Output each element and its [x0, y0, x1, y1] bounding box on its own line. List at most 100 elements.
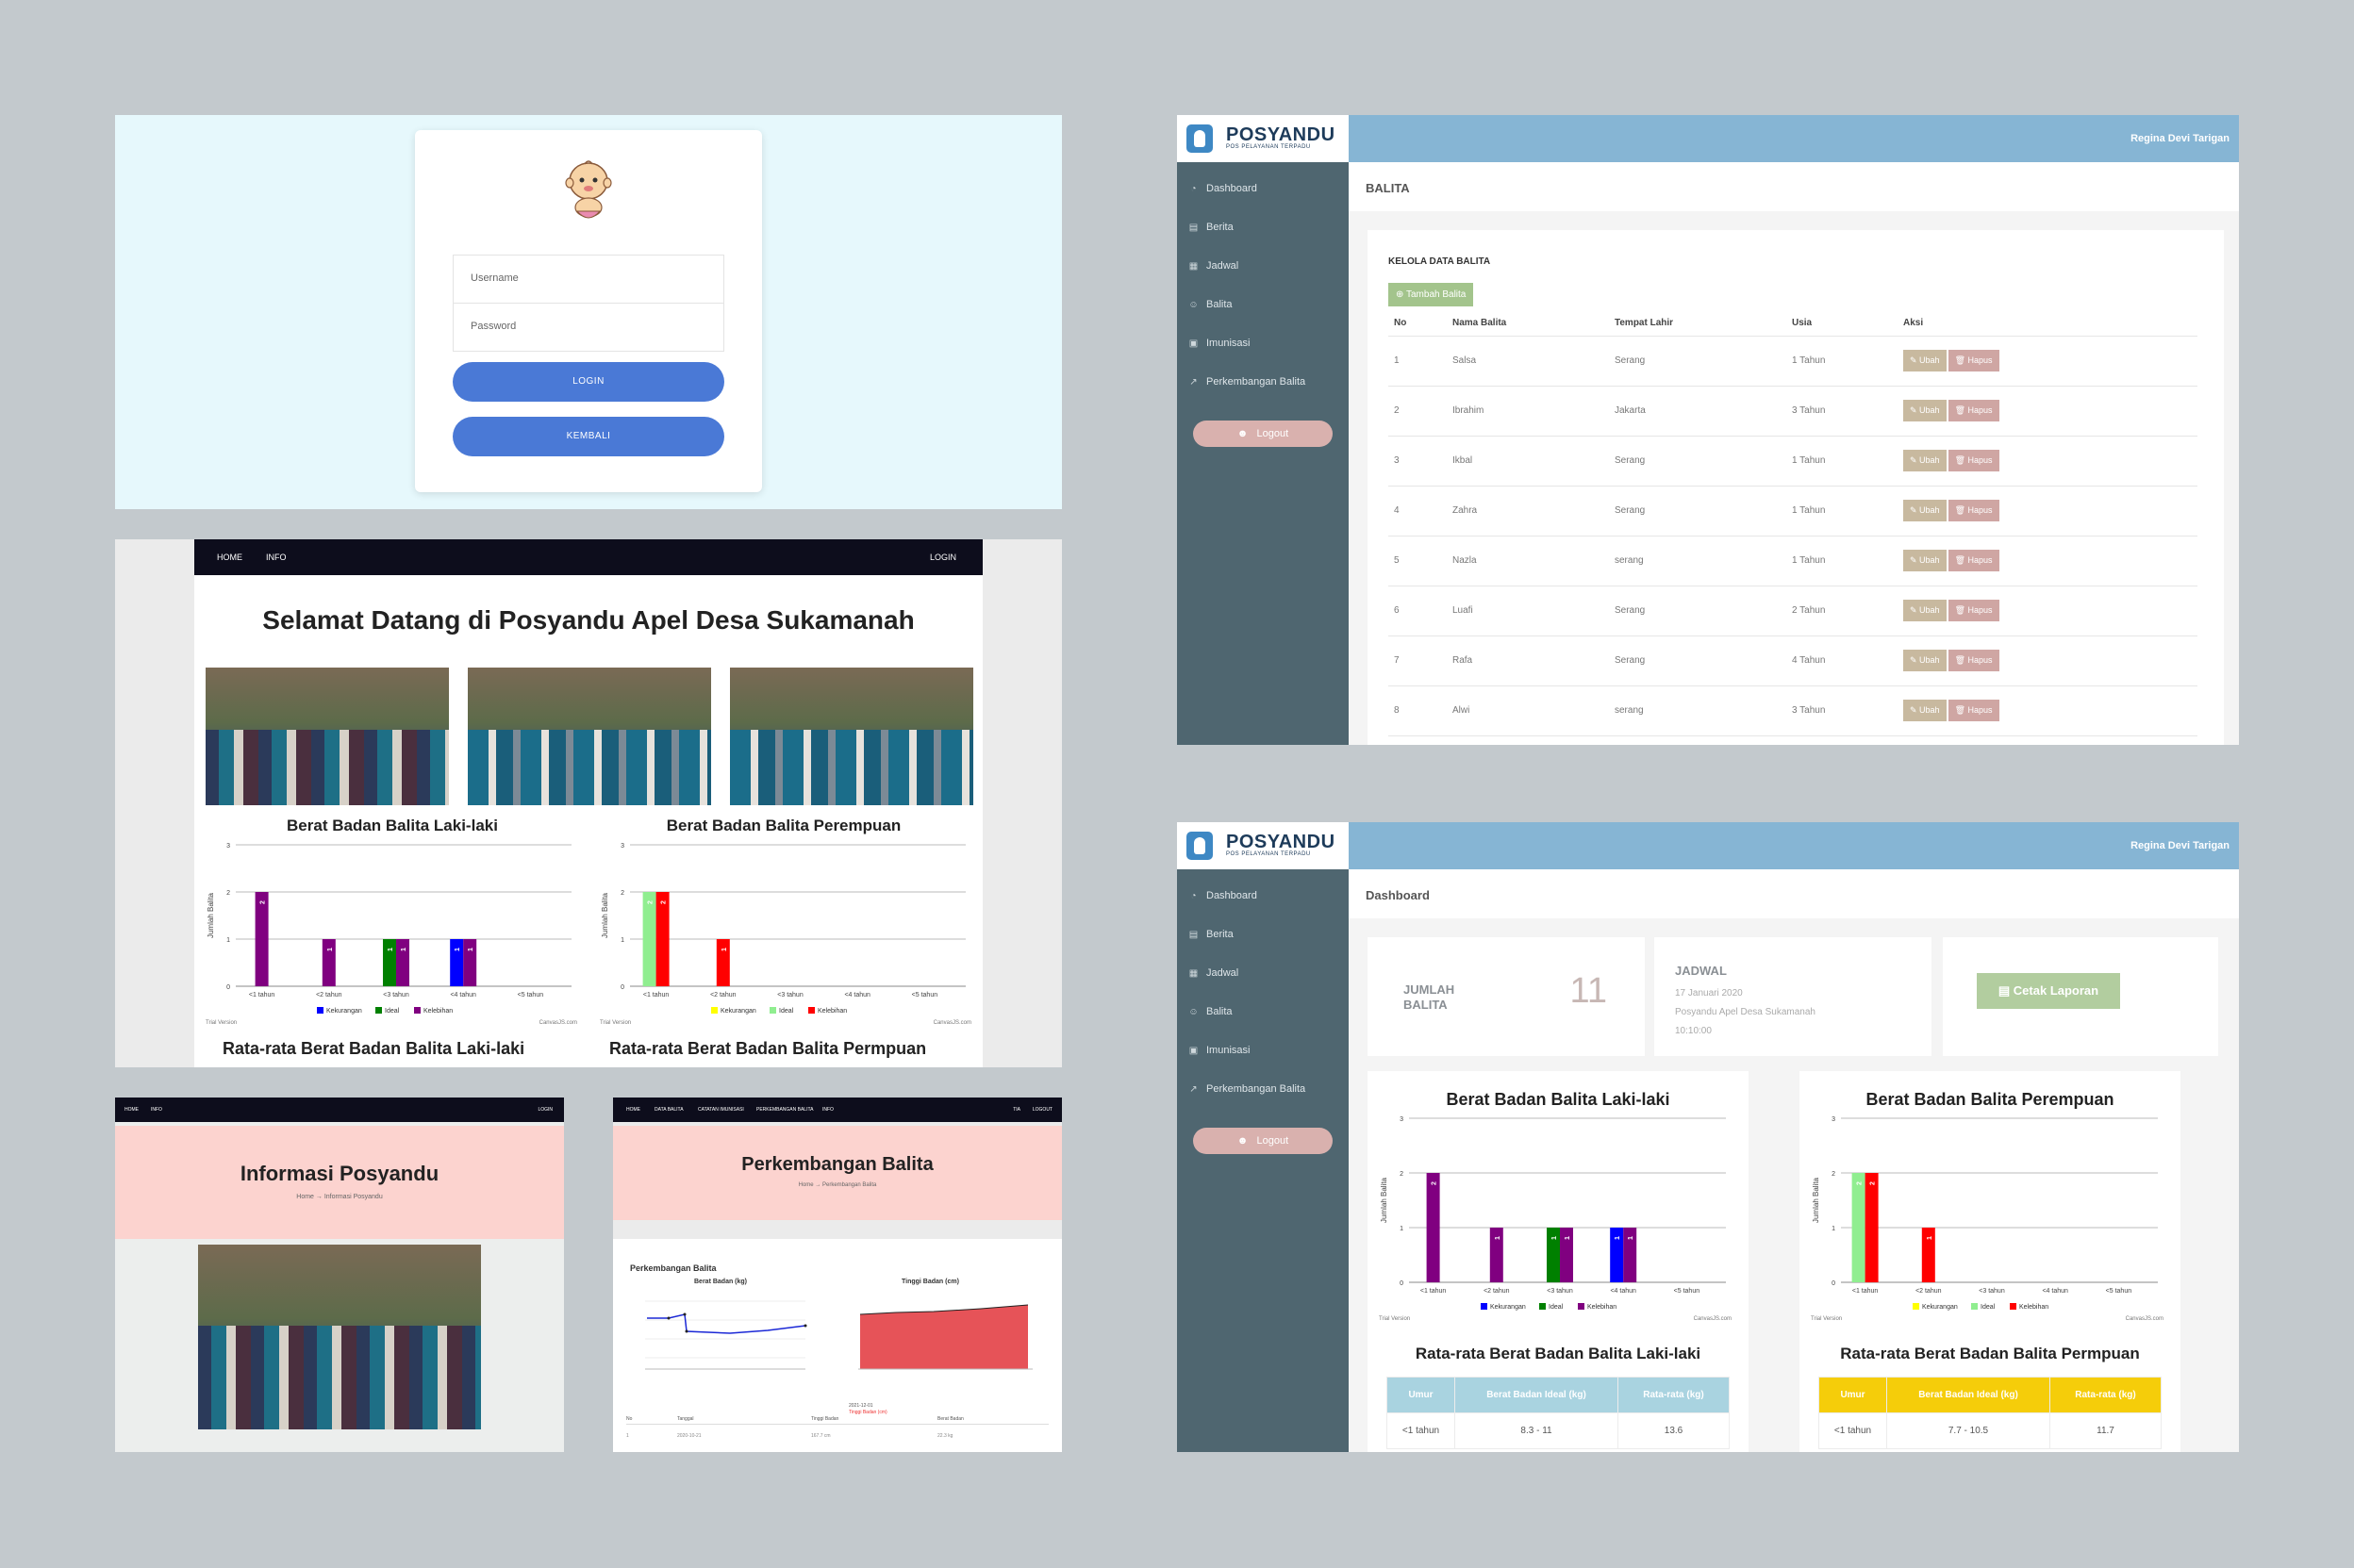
bar[interactable]	[255, 892, 269, 986]
user-name[interactable]: Regina Devi Tarigan	[2130, 133, 2230, 144]
nav-home[interactable]: HOME	[217, 553, 242, 562]
add-balita-button[interactable]: ⊕ Tambah Balita	[1388, 283, 1474, 306]
sidebar-item-perkembangan[interactable]: ↗ Perkembangan Balita	[1189, 1083, 1306, 1095]
legend-label[interactable]: Kekurangan	[1922, 1304, 1958, 1311]
col-tempat: Tempat Lahir	[1609, 311, 1786, 337]
nav-home[interactable]: HOME	[124, 1107, 139, 1113]
bar[interactable]	[1560, 1228, 1573, 1282]
edit-button[interactable]: ✎ Ubah	[1903, 400, 1947, 421]
brand-subtitle: POS PELAYANAN TERPADU	[1226, 144, 1311, 150]
table-row: 4 Zahra Serang 1 Tahun ✎ Ubah 🗑 Hapus	[1388, 486, 2197, 536]
legend-label[interactable]: Kelebihan	[2019, 1304, 2048, 1311]
edit-button[interactable]: ✎ Ubah	[1903, 650, 1947, 671]
edit-button[interactable]: ✎ Ubah	[1903, 550, 1947, 571]
sidebar-item-balita[interactable]: ☺ Balita	[1188, 299, 1233, 310]
bar[interactable]	[1610, 1228, 1624, 1282]
delete-button[interactable]: 🗑 Hapus	[1948, 550, 1999, 571]
delete-button[interactable]: 🗑 Hapus	[1948, 600, 1999, 621]
gallery-photo-2[interactable]	[468, 668, 711, 805]
cetak-laporan-button[interactable]: ▤ Cetak Laporan	[1977, 973, 2120, 1009]
sidebar-item-imunisasi[interactable]: ▣ Imunisasi	[1188, 338, 1251, 349]
bar[interactable]	[383, 939, 396, 986]
canvasjs-credit[interactable]: CanvasJS.com	[1694, 1316, 1732, 1322]
nav-imunisasi[interactable]: CATATAN IMUNISASI	[698, 1107, 744, 1113]
back-button[interactable]: KEMBALI	[453, 417, 724, 456]
canvasjs-credit[interactable]: CanvasJS.com	[934, 1020, 971, 1026]
posyandu-logo-icon	[1186, 124, 1213, 153]
legend-label[interactable]: Ideal	[1549, 1304, 1564, 1311]
bar[interactable]	[642, 892, 656, 986]
legend-label[interactable]: Kekurangan	[721, 1008, 756, 1015]
bar[interactable]	[1921, 1228, 1935, 1282]
legend-label[interactable]: Kelebihan	[423, 1008, 453, 1015]
edit-button[interactable]: ✎ Ubah	[1903, 450, 1947, 471]
cell-no: 8	[1388, 685, 1447, 736]
nav-user[interactable]: TIA	[1013, 1107, 1020, 1113]
nav-data-balita[interactable]: DATA BALITA	[655, 1107, 684, 1113]
sidebar-item-berita[interactable]: ▤ Berita	[1188, 929, 1234, 940]
gallery-photo-3[interactable]	[730, 668, 973, 805]
sidebar-item-imunisasi[interactable]: ▣ Imunisasi	[1188, 1045, 1251, 1056]
nav-logout[interactable]: LOGOUT	[1032, 1107, 1053, 1113]
nav-info[interactable]: INFO	[151, 1107, 162, 1113]
edit-button[interactable]: ✎ Ubah	[1903, 600, 1947, 621]
login-card: Username Password LOGIN KEMBALI	[415, 130, 762, 492]
legend-label[interactable]: Kelebihan	[1587, 1304, 1616, 1311]
delete-button[interactable]: 🗑 Hapus	[1948, 350, 1999, 371]
legend-label[interactable]: Kelebihan	[818, 1008, 847, 1015]
bar[interactable]	[1547, 1228, 1560, 1282]
sidebar-item-dashboard[interactable]: ◔ Dashboard	[1188, 890, 1256, 901]
bar[interactable]	[1865, 1173, 1879, 1282]
brand-logo[interactable]: POSYANDU POS PELAYANAN TERPADU	[1177, 115, 1349, 162]
password-field[interactable]: Password	[453, 303, 724, 352]
legend-label[interactable]: Ideal	[779, 1008, 794, 1015]
delete-button[interactable]: 🗑 Hapus	[1948, 400, 1999, 421]
bar[interactable]	[1489, 1228, 1503, 1282]
canvasjs-credit[interactable]: CanvasJS.com	[539, 1020, 577, 1026]
bar[interactable]	[1851, 1173, 1865, 1282]
user-name[interactable]: Regina Devi Tarigan	[2130, 840, 2230, 851]
brand-logo[interactable]: POSYANDU POS PELAYANAN TERPADU	[1177, 822, 1349, 869]
bar[interactable]	[463, 939, 477, 986]
logout-button[interactable]: ☻ Logout	[1193, 421, 1333, 447]
canvasjs-credit[interactable]: CanvasJS.com	[2126, 1316, 2163, 1322]
gallery-photo-1[interactable]	[206, 668, 449, 805]
edit-button[interactable]: ✎ Ubah	[1903, 700, 1947, 721]
legend-label[interactable]: Ideal	[1981, 1304, 1996, 1311]
delete-button[interactable]: 🗑 Hapus	[1948, 650, 1999, 671]
login-button[interactable]: LOGIN	[453, 362, 724, 402]
nav-login[interactable]: LOGIN	[538, 1107, 553, 1113]
bar[interactable]	[716, 939, 730, 986]
nav-info[interactable]: INFO	[822, 1107, 834, 1113]
legend-label[interactable]: Ideal	[385, 1008, 400, 1015]
legend-label[interactable]: Kekurangan	[326, 1008, 362, 1015]
delete-button[interactable]: 🗑 Hapus	[1948, 500, 1999, 521]
male-chart-card: Berat Badan Balita Laki-laki 0 1 2 3 Jumlah …	[1368, 1071, 1749, 1452]
avg-title-male: Rata-rata Berat Badan Balita Laki-laki	[1415, 1345, 1701, 1362]
sidebar-item-jadwal[interactable]: ▦ Jadwal	[1188, 967, 1239, 979]
bar[interactable]	[1426, 1173, 1440, 1282]
nav-home[interactable]: HOME	[626, 1107, 640, 1113]
legend-label[interactable]: Kekurangan	[1490, 1304, 1526, 1311]
bar[interactable]	[322, 939, 336, 986]
bar-value-label: 2	[1870, 1181, 1877, 1185]
sidebar-item-dashboard[interactable]: ◔ Dashboard	[1188, 183, 1256, 194]
nav-perkembangan[interactable]: PERKEMBANGAN BALITA	[756, 1107, 814, 1113]
sidebar-item-berita[interactable]: ▤ Berita	[1188, 222, 1234, 233]
delete-button[interactable]: 🗑 Hapus	[1948, 450, 1999, 471]
edit-button[interactable]: ✎ Ubah	[1903, 350, 1947, 371]
chart-title-male: Berat Badan Balita Laki-laki	[1446, 1090, 1670, 1109]
logout-button[interactable]: ☻ Logout	[1193, 1128, 1333, 1154]
sidebar-item-balita[interactable]: ☺ Balita	[1188, 1006, 1233, 1017]
edit-button[interactable]: ✎ Ubah	[1903, 500, 1947, 521]
bar[interactable]	[450, 939, 464, 986]
nav-info[interactable]: INFO	[266, 553, 287, 562]
sidebar-item-perkembangan[interactable]: ↗ Perkembangan Balita	[1189, 376, 1306, 388]
bar[interactable]	[396, 939, 409, 986]
nav-login[interactable]: LOGIN	[929, 553, 956, 562]
username-field[interactable]: Username	[453, 255, 724, 304]
sidebar-item-jadwal[interactable]: ▦ Jadwal	[1188, 260, 1239, 272]
bar[interactable]	[655, 892, 670, 986]
delete-button[interactable]: 🗑 Hapus	[1948, 700, 1999, 721]
bar[interactable]	[1623, 1228, 1637, 1282]
